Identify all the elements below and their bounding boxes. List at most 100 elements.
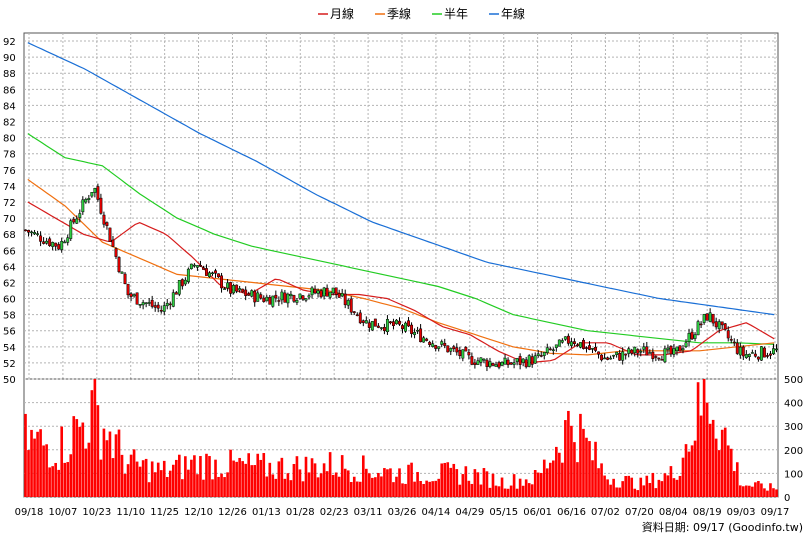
candle-body	[352, 311, 356, 314]
volume-tick-label: 500	[784, 375, 803, 386]
y-tick-label: 92	[3, 37, 16, 48]
candle-body	[102, 214, 106, 225]
x-tick-label: 07/20	[625, 507, 654, 518]
volume-bar	[473, 469, 477, 497]
volume-bar	[485, 471, 489, 497]
volume-bar	[205, 453, 208, 497]
y-tick-label: 88	[3, 69, 16, 80]
candle-body	[530, 356, 534, 365]
candle-body	[419, 328, 423, 343]
candle-body	[633, 346, 637, 354]
x-tick-label: 05/15	[489, 507, 518, 518]
legend-label: 年線	[501, 6, 525, 21]
candle-body	[566, 335, 570, 344]
candle-body	[96, 186, 100, 200]
volume-bar	[660, 481, 664, 497]
candle-body	[373, 318, 377, 327]
volume-bar	[449, 467, 453, 497]
volume-bar	[775, 489, 778, 497]
volume-bar	[717, 450, 721, 497]
candle-body	[307, 295, 311, 298]
candle-body	[693, 334, 697, 339]
y-tick-label: 90	[3, 53, 16, 64]
volume-bar	[187, 469, 190, 497]
candle-body	[563, 336, 567, 340]
candle-body	[379, 327, 383, 329]
candle-body	[738, 346, 742, 356]
volume-bar	[654, 488, 658, 497]
volume-bar	[615, 487, 618, 497]
candle-body	[654, 356, 658, 358]
volume-bar	[564, 420, 567, 497]
candle-body	[42, 241, 46, 244]
candle-body	[636, 349, 640, 354]
volume-tick-label: 100	[784, 469, 803, 480]
y-tick-label: 66	[3, 246, 16, 257]
candle-body	[657, 357, 661, 360]
y-tick-label: 58	[3, 311, 16, 322]
candle-body	[425, 338, 429, 341]
volume-bar	[126, 464, 130, 497]
volume-bar	[738, 485, 742, 497]
candle-body	[36, 233, 40, 235]
candle-body	[533, 355, 537, 364]
y-tick-label: 54	[3, 343, 16, 354]
candle-body	[304, 298, 308, 301]
candlesticks	[24, 183, 778, 372]
volume-bar	[238, 457, 241, 497]
volume-bar	[521, 485, 525, 497]
candle-body	[702, 313, 706, 323]
candle-body	[310, 287, 314, 296]
candle-body	[569, 341, 573, 346]
volume-bar	[377, 472, 380, 497]
volume-bar	[699, 415, 703, 497]
volume-bar	[223, 477, 226, 497]
volume-bar	[229, 449, 232, 497]
volume-bar	[515, 488, 519, 497]
volume-bar	[334, 472, 338, 497]
candle-body	[355, 314, 359, 317]
volume-bar	[147, 482, 151, 497]
volume-bar	[295, 456, 299, 497]
candle-body	[63, 241, 67, 244]
volume-bar	[536, 472, 540, 497]
volume-bar	[763, 488, 766, 497]
volume-bar	[539, 472, 543, 497]
volume-bar	[313, 463, 317, 497]
candle-body	[220, 275, 223, 289]
volume-bar	[87, 442, 91, 497]
candle-body	[277, 300, 281, 302]
volume-bar	[494, 485, 498, 497]
volume-bar	[247, 453, 250, 497]
candle-body	[298, 293, 302, 299]
candle-body	[775, 348, 778, 351]
volume-bar	[319, 473, 323, 497]
volume-bar	[365, 468, 368, 497]
volume-bar	[289, 480, 293, 497]
volume-bar	[392, 482, 395, 497]
candle-body	[594, 347, 597, 351]
volume-bar	[687, 451, 691, 497]
volume-bar	[307, 472, 311, 497]
volume-bar	[337, 476, 341, 497]
volume-bar	[416, 472, 419, 497]
candle-body	[669, 346, 673, 355]
candle-body	[714, 321, 718, 328]
candle-body	[407, 320, 410, 327]
y-tick-label: 78	[3, 150, 16, 161]
candle-body	[678, 345, 682, 352]
candle-body	[180, 279, 184, 287]
volume-bar	[723, 427, 727, 497]
volume-bar	[232, 460, 235, 497]
volume-bar	[509, 485, 513, 497]
volume-bar	[57, 469, 60, 497]
volume-bar	[60, 426, 64, 497]
candle-body	[648, 352, 652, 354]
price-panel-frame	[23, 32, 779, 380]
volume-bar	[533, 470, 537, 497]
volume-bar	[576, 462, 579, 497]
volume-bar	[253, 465, 257, 497]
volume-bar	[105, 440, 109, 497]
candle-body	[392, 321, 395, 326]
volume-bar	[371, 477, 374, 497]
